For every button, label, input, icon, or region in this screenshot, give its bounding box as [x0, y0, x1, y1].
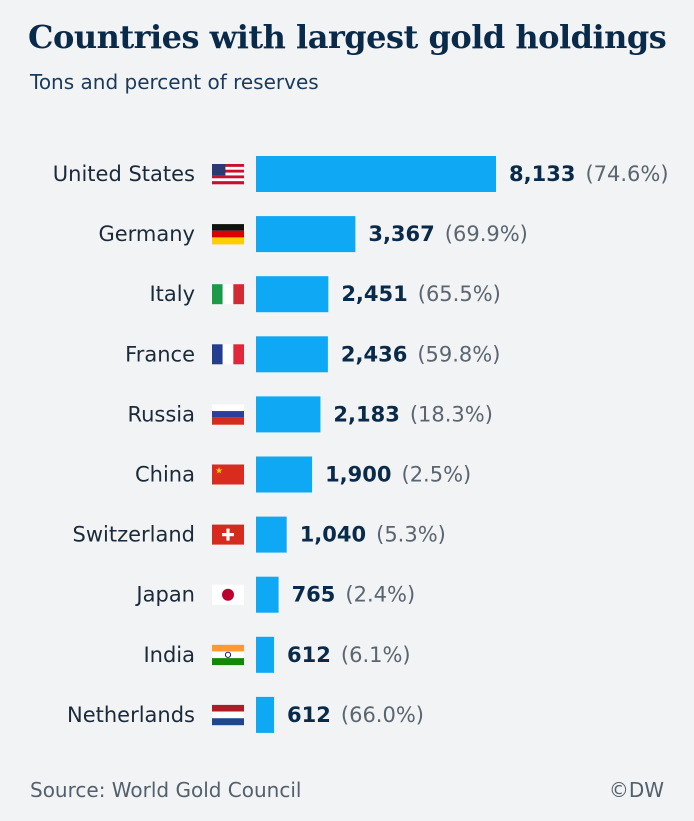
- percent-label: (6.1%): [341, 643, 411, 667]
- category-label: Japan: [134, 583, 195, 607]
- india-flag-icon: [212, 644, 244, 666]
- value-label: 2,436: [341, 342, 407, 366]
- copyright-credit: ©DW: [608, 778, 664, 802]
- value-label: 765: [292, 583, 336, 607]
- chart-row: Netherlands 612 (66.0%): [67, 696, 424, 733]
- value-label: 1,040: [300, 523, 366, 547]
- bar: [256, 576, 279, 613]
- value-label: 3,367: [368, 222, 434, 246]
- value-label: 612: [287, 703, 331, 727]
- bar: [256, 636, 275, 673]
- value-label: 8,133: [509, 162, 575, 186]
- category-label: Russia: [127, 402, 195, 426]
- value-label: 2,183: [333, 402, 399, 426]
- japan-flag-icon: [212, 584, 244, 605]
- chart-row: Russia 2,183 (18.3%): [127, 396, 493, 433]
- chart-row: Switzerland 1,040 (5.3%): [73, 516, 446, 553]
- chart-subtitle: Tons and percent of reserves: [30, 70, 319, 94]
- category-label: Netherlands: [67, 703, 195, 727]
- percent-label: (65.5%): [418, 282, 501, 306]
- bar: [256, 396, 321, 433]
- percent-label: (74.6%): [585, 162, 668, 186]
- percent-label: (2.5%): [402, 463, 472, 487]
- category-label: France: [125, 342, 195, 366]
- bar: [256, 516, 287, 553]
- chart-row: China ★ 1,900 (2.5%): [135, 456, 472, 493]
- chart-row: India 612 (6.1%): [143, 636, 411, 673]
- category-label: Switzerland: [73, 523, 196, 547]
- chart-row: Italy 2,451 (65.5%): [149, 276, 501, 313]
- percent-label: (59.8%): [417, 342, 500, 366]
- france-flag-icon: [212, 344, 244, 365]
- category-label: United States: [53, 162, 195, 186]
- percent-label: (66.0%): [341, 703, 424, 727]
- germany-flag-icon: [212, 224, 244, 245]
- value-label: 2,451: [341, 282, 407, 306]
- bar: [256, 276, 329, 313]
- source-note: Source: World Gold Council: [30, 778, 302, 802]
- value-label: 612: [287, 643, 331, 667]
- switzerland-flag-icon: [212, 524, 244, 545]
- percent-label: (18.3%): [410, 402, 493, 426]
- russia-flag-icon: [212, 404, 244, 425]
- category-label: Italy: [149, 282, 195, 306]
- chart-row: Japan 765 (2.4%): [134, 576, 415, 613]
- value-label: 1,900: [325, 463, 391, 487]
- percent-label: (69.9%): [445, 222, 528, 246]
- chart-row: Germany 3,367 (69.9%): [98, 216, 528, 253]
- category-label: China: [135, 463, 195, 487]
- chart-row: United States 8,133 (74.6%): [53, 156, 669, 192]
- us-flag-icon: [212, 164, 244, 185]
- bar: [256, 336, 328, 373]
- percent-label: (5.3%): [376, 523, 446, 547]
- category-label: Germany: [98, 222, 195, 246]
- netherlands-flag-icon: [212, 704, 244, 726]
- svg-text:★: ★: [215, 467, 223, 477]
- bar: [256, 216, 356, 253]
- category-label: India: [143, 643, 195, 667]
- percent-label: (2.4%): [345, 583, 415, 607]
- bar: [256, 456, 313, 493]
- bar: [256, 156, 496, 192]
- bar: [256, 696, 275, 733]
- bar-chart: United States 8,133 (74.6%) Germany 3,367 (69…: [53, 156, 669, 733]
- italy-flag-icon: [212, 284, 244, 305]
- chart-title: Countries with largest gold holdings: [28, 18, 667, 56]
- chart-row: France 2,436 (59.8%): [125, 336, 500, 373]
- china-flag-icon: ★: [212, 464, 244, 485]
